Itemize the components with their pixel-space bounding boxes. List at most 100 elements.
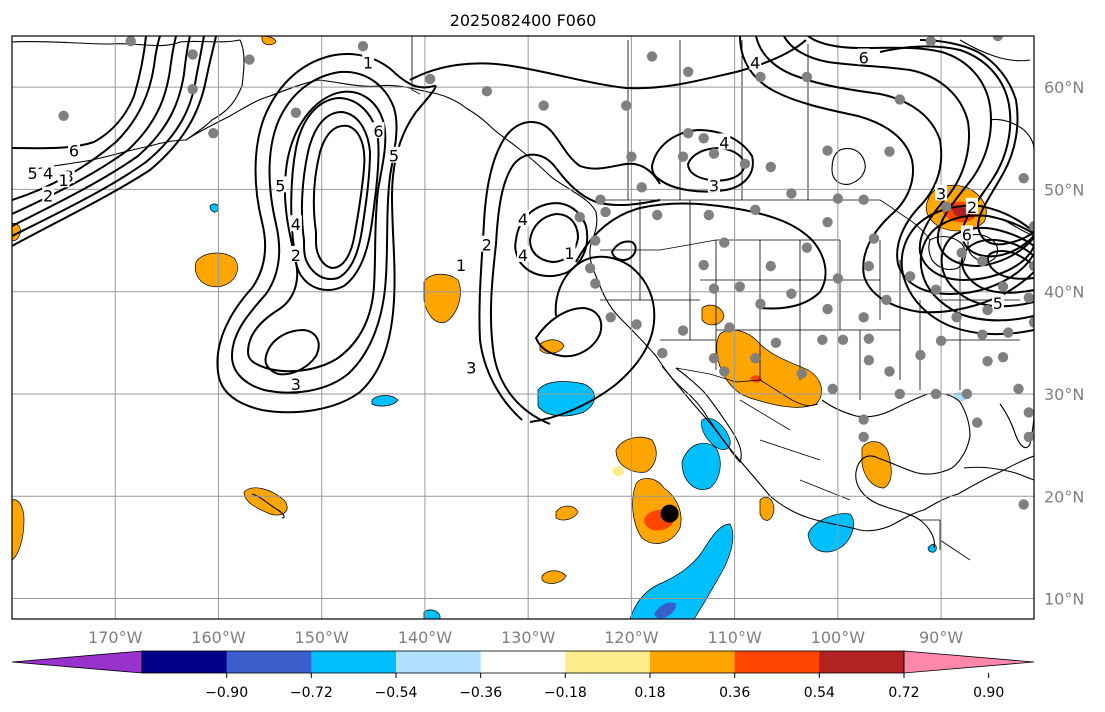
station-dot	[935, 335, 947, 346]
station-dot	[822, 303, 833, 315]
station-dot	[703, 209, 715, 221]
station-dot	[631, 319, 642, 330]
contour-label-bg	[966, 197, 979, 214]
contour-closed-low-outer	[216, 53, 437, 414]
lat-tick-label: 60°N	[1044, 78, 1084, 97]
station-dot	[817, 334, 828, 345]
station-dot	[698, 133, 709, 144]
station-dot	[538, 100, 549, 111]
colorbar-segment	[226, 651, 312, 673]
contour-ridge-4	[807, 36, 1034, 267]
station-dot	[657, 347, 668, 359]
station-dot	[961, 388, 973, 400]
contour-label-bg	[480, 235, 493, 252]
colorbar-tick-label: 0.18	[634, 685, 665, 701]
longitude-tick-labels: 170°W 160°W 150°W 140°W 130°W 120°W 110°W 100°W…	[88, 628, 963, 647]
contour-label: 2	[967, 198, 977, 217]
lon-tick-label: 160°W	[191, 628, 246, 647]
station-dot	[1023, 292, 1034, 304]
contour-label: 6	[69, 142, 79, 161]
station-dot	[925, 36, 936, 47]
station-dot	[956, 247, 967, 259]
border-canada-provinces	[627, 40, 809, 200]
station-dot	[621, 100, 632, 111]
station-dot	[1002, 327, 1014, 338]
colorbar-tick-label: −0.18	[544, 685, 587, 701]
lon-tick-label: 150°W	[295, 628, 350, 647]
contour-labels: 146654321655423434214133265	[26, 48, 1004, 394]
contour-label: 1	[564, 244, 574, 263]
contour-label-bg	[707, 176, 720, 193]
station-dot	[708, 283, 720, 294]
map-layer: 146654321655423434214133265	[12, 36, 1034, 619]
station-dot	[904, 271, 916, 282]
contour-label-bg	[26, 164, 39, 181]
border-central-america	[920, 519, 971, 561]
shade-positive-pac-1	[194, 252, 238, 288]
station-dot	[1028, 317, 1034, 328]
contour-trough-east-2	[919, 214, 1034, 322]
station-dot	[863, 355, 875, 366]
station-dot	[930, 388, 942, 400]
coast-baja	[661, 365, 742, 463]
border-alaska	[411, 36, 421, 95]
contour-1-center	[575, 202, 827, 310]
shade-positive-small-1	[701, 304, 725, 326]
station-dot	[1023, 407, 1034, 418]
contour-west-2	[12, 36, 205, 237]
contour-label: 3	[466, 358, 476, 377]
shade-negative-central-am	[807, 513, 854, 553]
contour-label: 5	[993, 294, 1003, 313]
contour-label: 3	[291, 375, 301, 394]
shade-positive-sw-pac	[612, 466, 624, 477]
contour-label: 2	[43, 187, 53, 206]
shade-strong-hudson-core	[952, 205, 968, 217]
station-dot	[832, 273, 844, 284]
station-markers	[58, 36, 1034, 510]
contour-label-bg	[274, 176, 287, 193]
contour-label-bg	[517, 245, 529, 262]
shade-negative-tropical-core	[654, 602, 676, 619]
contour-closed-low-5	[300, 111, 371, 280]
shade-positive-north-canada	[261, 36, 277, 46]
contour-trough-east-3	[940, 226, 1034, 308]
station-dot	[481, 86, 493, 97]
station-dot	[636, 182, 647, 193]
contour-label: 4	[518, 246, 528, 265]
station-dot	[951, 312, 962, 323]
station-dot	[677, 325, 689, 336]
contour-ridge-2	[755, 36, 1034, 295]
station-dot	[992, 36, 1004, 42]
contour-label: 5	[28, 164, 38, 183]
station-dot	[357, 41, 369, 52]
lon-tick-label: 140°W	[398, 628, 453, 647]
station-dot	[125, 36, 136, 47]
shade-negative-baja-3	[701, 418, 731, 450]
station-dot	[858, 414, 869, 425]
contour-label-bg	[517, 210, 529, 227]
lon-tick-label: 100°W	[811, 628, 866, 647]
shade-positive-small-4	[555, 505, 579, 521]
contour-closed-low-4	[290, 97, 380, 291]
contour-label: 2	[291, 246, 301, 265]
contour-label: 4	[750, 54, 760, 73]
station-dot	[646, 51, 658, 62]
contour-label-bg	[42, 186, 55, 203]
station-dot	[677, 151, 689, 162]
feature-marker	[660, 504, 679, 523]
contour-ridge-5	[879, 45, 1034, 258]
station-dot	[982, 304, 993, 316]
station-dot	[1023, 431, 1034, 443]
station-dot	[977, 329, 988, 340]
station-dot	[724, 322, 735, 333]
contour-label-bg	[718, 133, 731, 150]
contour-label: 5	[275, 176, 285, 195]
colorbar-segment	[480, 651, 566, 673]
lat-tick-label: 10°N	[1044, 590, 1084, 609]
station-dot	[719, 237, 730, 248]
station-dot	[765, 260, 776, 272]
contour-label: 6	[962, 225, 972, 244]
colorbar-tick-label: 0.36	[719, 685, 750, 701]
colorbar-segment	[142, 651, 228, 673]
station-dot	[595, 194, 606, 205]
